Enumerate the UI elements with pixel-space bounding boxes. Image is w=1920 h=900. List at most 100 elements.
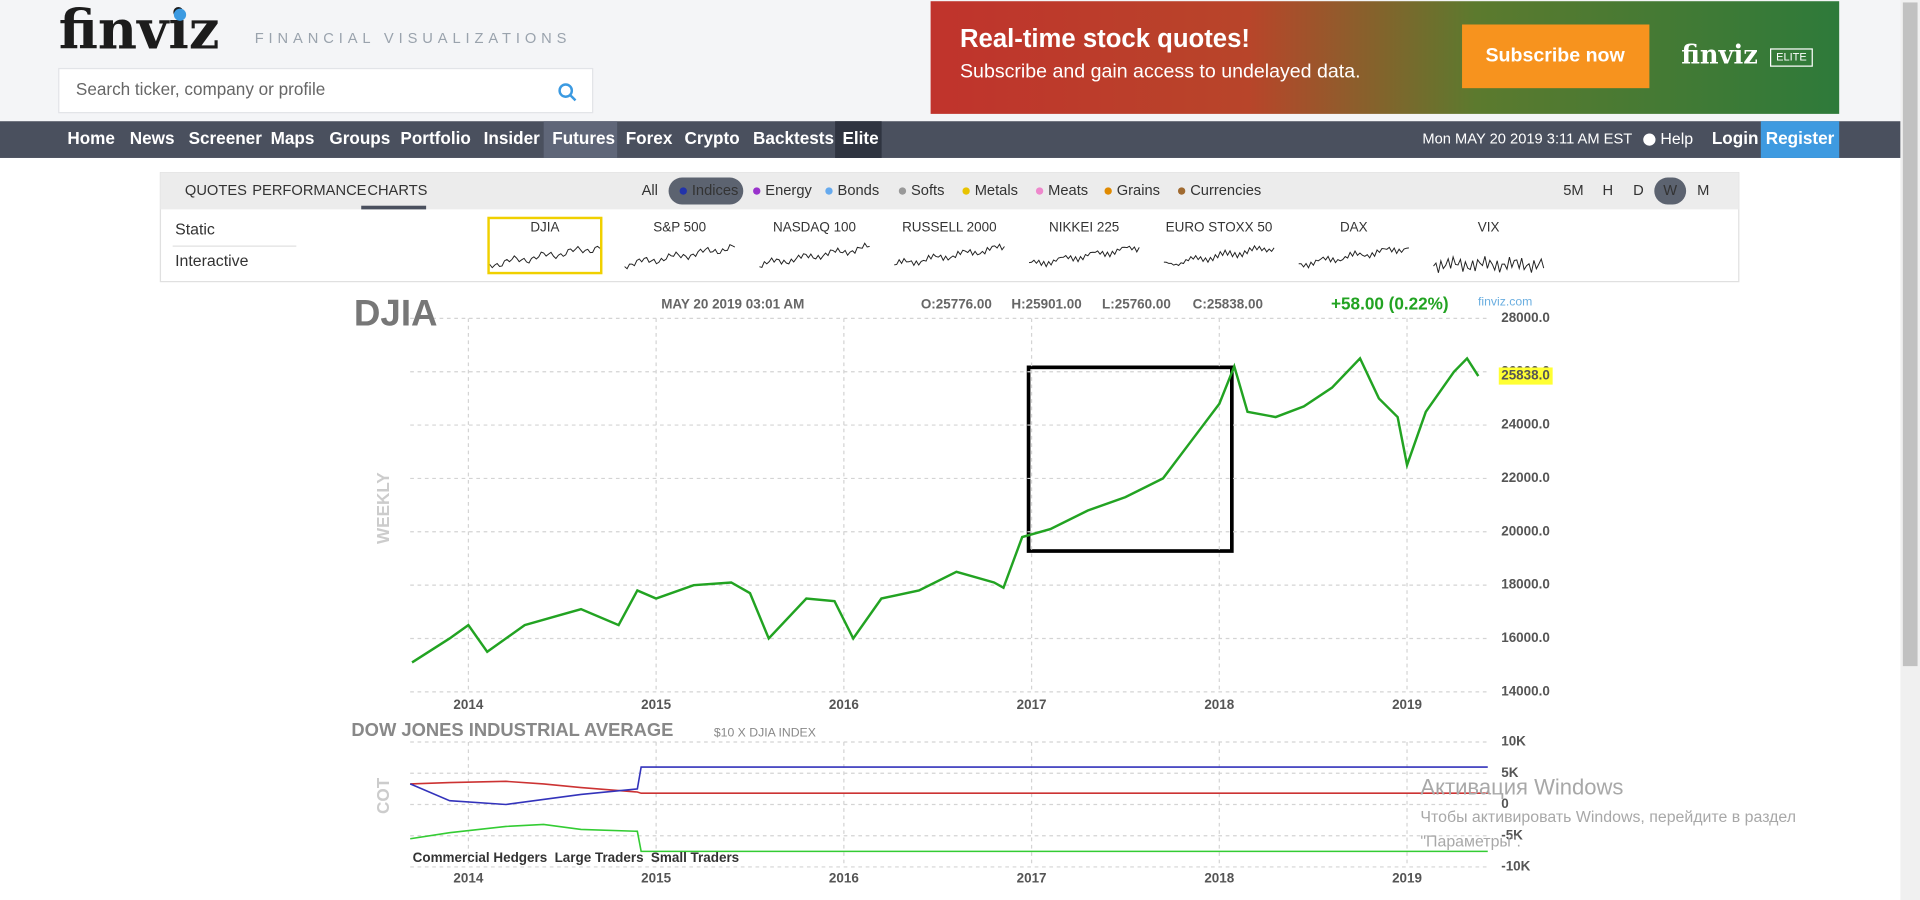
group-dot: [898, 187, 907, 195]
legend-entry: Small Traders: [651, 850, 739, 865]
data-line: [410, 823, 1488, 853]
view-tab[interactable]: PERFORMANCE: [252, 183, 366, 199]
ad-button[interactable]: [1462, 24, 1650, 89]
thumb-sparkline[interactable]: [1433, 255, 1545, 273]
timeframe-tab[interactable]: D: [1633, 183, 1644, 199]
y-tick-label: 18000.0: [1501, 577, 1550, 592]
group-tab[interactable]: Metals: [975, 183, 1018, 199]
thumb-sparkline[interactable]: [489, 245, 601, 269]
price-tag: 25838.0: [1501, 368, 1550, 383]
nav-link[interactable]: Futures: [552, 128, 615, 148]
thumb-sparkline[interactable]: [759, 242, 870, 269]
annotation-box: [1026, 365, 1234, 553]
group-pill: [668, 177, 744, 205]
data-line: [409, 766, 1488, 806]
nav-link[interactable]: Groups: [329, 128, 390, 148]
thumb-sparkline[interactable]: [624, 244, 736, 270]
thumb-label[interactable]: DJIA: [530, 219, 559, 234]
chart-open: O:25776.00: [921, 296, 992, 311]
thumb-sparkline[interactable]: [1163, 244, 1275, 267]
x-tick-label: 2016: [829, 697, 859, 712]
view-tab[interactable]: CHARTS: [367, 183, 427, 199]
ad-badge: ELITE: [1776, 51, 1807, 63]
register-link[interactable]: Register: [1766, 128, 1835, 148]
timeframe-tab[interactable]: W: [1663, 183, 1677, 199]
thumb-label[interactable]: NASDAQ 100: [773, 219, 856, 234]
chart-low: L:25760.00: [1102, 296, 1171, 311]
thumb-label[interactable]: RUSSELL 2000: [902, 219, 996, 234]
group-tab[interactable]: Softs: [911, 183, 944, 199]
nav-link[interactable]: Insider: [484, 128, 540, 148]
timeframe-tab[interactable]: M: [1697, 183, 1709, 199]
scrollbar-thumb[interactable]: [1902, 2, 1918, 667]
thumb-label[interactable]: S&P 500: [653, 219, 706, 234]
group-tab[interactable]: All: [642, 183, 658, 199]
cot-subtitle: $10 X DJIA INDEX: [714, 726, 816, 740]
x-tick-label: 2016: [829, 871, 859, 886]
logo[interactable]: finviz: [59, 0, 220, 61]
side-link[interactable]: Interactive: [175, 253, 249, 270]
group-tab[interactable]: Grains: [1117, 183, 1160, 199]
x-tick-label: 2018: [1204, 871, 1234, 886]
nav-link[interactable]: Forex: [626, 128, 673, 148]
group-tab[interactable]: Meats: [1048, 183, 1088, 199]
ad-subline: Subscribe and gain access to undelayed d…: [960, 60, 1361, 82]
thumb-sparkline[interactable]: [1028, 245, 1140, 268]
y-tick-label: -10K: [1501, 859, 1530, 874]
y-tick-label: 10K: [1501, 734, 1526, 749]
nav-link[interactable]: Portfolio: [400, 128, 470, 148]
tab-underline: [361, 205, 427, 210]
search-icon[interactable]: [558, 83, 574, 98]
tabs-bar: [160, 172, 1739, 210]
group-dot: [1104, 187, 1112, 195]
nav-link[interactable]: Backtests: [753, 128, 834, 148]
group-tab[interactable]: Bonds: [838, 183, 880, 199]
group-tab[interactable]: Indices: [692, 183, 739, 199]
y-tick-label: 0: [1501, 796, 1508, 811]
legend-entry: Commercial Hedgers: [413, 850, 548, 865]
nav-link[interactable]: Elite: [842, 128, 878, 148]
timeframe-tab[interactable]: H: [1602, 183, 1613, 199]
search-placeholder[interactable]: Search ticker, company or profile: [76, 79, 325, 99]
y-tick-label: 20000.0: [1501, 523, 1550, 538]
nav-link[interactable]: Screener: [189, 128, 263, 148]
ad-banner[interactable]: [930, 1, 1840, 114]
help-link[interactable]: Help: [1660, 131, 1693, 148]
x-tick-label: 2015: [641, 697, 671, 712]
chart-title: DJIA: [354, 293, 438, 334]
side-link[interactable]: Static: [175, 221, 215, 238]
login-link[interactable]: Login: [1712, 128, 1759, 148]
group-dot: [962, 187, 970, 195]
nav-link[interactable]: Maps: [271, 128, 315, 148]
thumb-label[interactable]: EURO STOXX 50: [1166, 219, 1273, 234]
logo-dot: [173, 8, 187, 21]
group-tab[interactable]: Currencies: [1190, 183, 1261, 199]
timeframe-tab[interactable]: 5M: [1563, 183, 1583, 199]
search-box[interactable]: [58, 67, 594, 114]
nav-link[interactable]: Home: [67, 128, 115, 148]
watermark-line: "Параметры".: [1420, 834, 1521, 851]
thumb-sparkline[interactable]: [894, 243, 1005, 267]
nav-link[interactable]: Crypto: [684, 128, 739, 148]
x-tick-label: 2017: [1017, 697, 1047, 712]
register-bg[interactable]: [1760, 121, 1840, 158]
thumb-sparkline[interactable]: [1298, 246, 1409, 269]
cot-y-label: COT: [373, 777, 393, 814]
group-dot: [1177, 187, 1186, 195]
ad-button-label[interactable]: Subscribe now: [1485, 44, 1625, 66]
thumb-selected: [487, 216, 603, 275]
y-tick-label: 24000.0: [1501, 417, 1550, 432]
help-icon[interactable]: [1643, 133, 1656, 146]
thumb-label[interactable]: DAX: [1340, 219, 1368, 234]
chart-timestamp: MAY 20 2019 03:01 AM: [661, 296, 804, 311]
group-tab[interactable]: Energy: [765, 183, 812, 199]
watermark-line: Чтобы активировать Windows, перейдите в …: [1420, 809, 1796, 826]
thumb-label[interactable]: VIX: [1478, 219, 1500, 234]
ad-badge-box: [1770, 48, 1813, 67]
view-tab[interactable]: QUOTES: [185, 183, 247, 199]
nav-link[interactable]: News: [130, 128, 175, 148]
datetime: Mon MAY 20 2019 3:11 AM EST: [1422, 131, 1632, 147]
thumb-label[interactable]: NIKKEI 225: [1049, 219, 1119, 234]
